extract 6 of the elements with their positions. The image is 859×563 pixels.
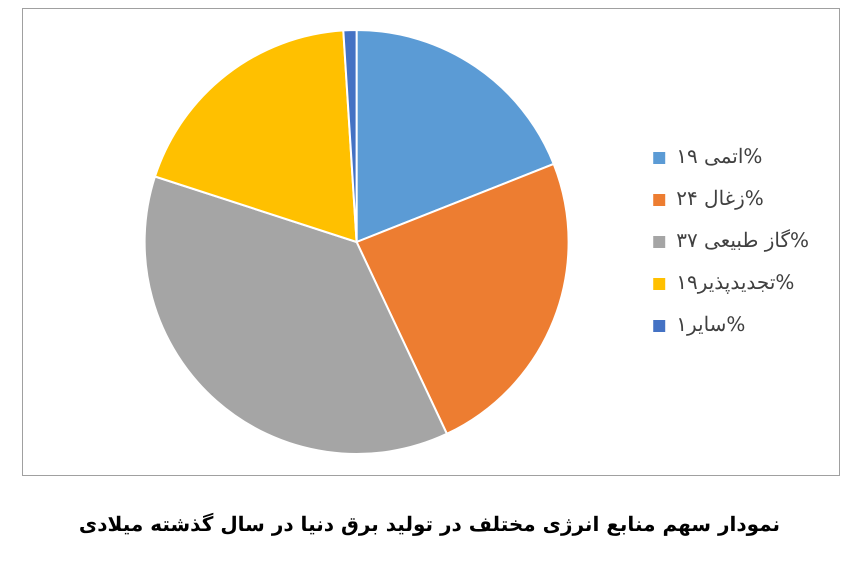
- legend-label: سایر۱%: [676, 312, 746, 336]
- legend-label: اتمی ۱۹%: [676, 144, 762, 168]
- legend-label: گاز طبیعی ۳۷%: [676, 228, 810, 252]
- legend-label: تجدیدپذیر۱۹%: [676, 270, 794, 294]
- text: نمودار سهم منابع انرژی مختلف در تولید برق دنیا در سال گذشته میلادی: [78, 512, 782, 536]
- legend-label: زغال ۲۴%: [676, 186, 764, 210]
